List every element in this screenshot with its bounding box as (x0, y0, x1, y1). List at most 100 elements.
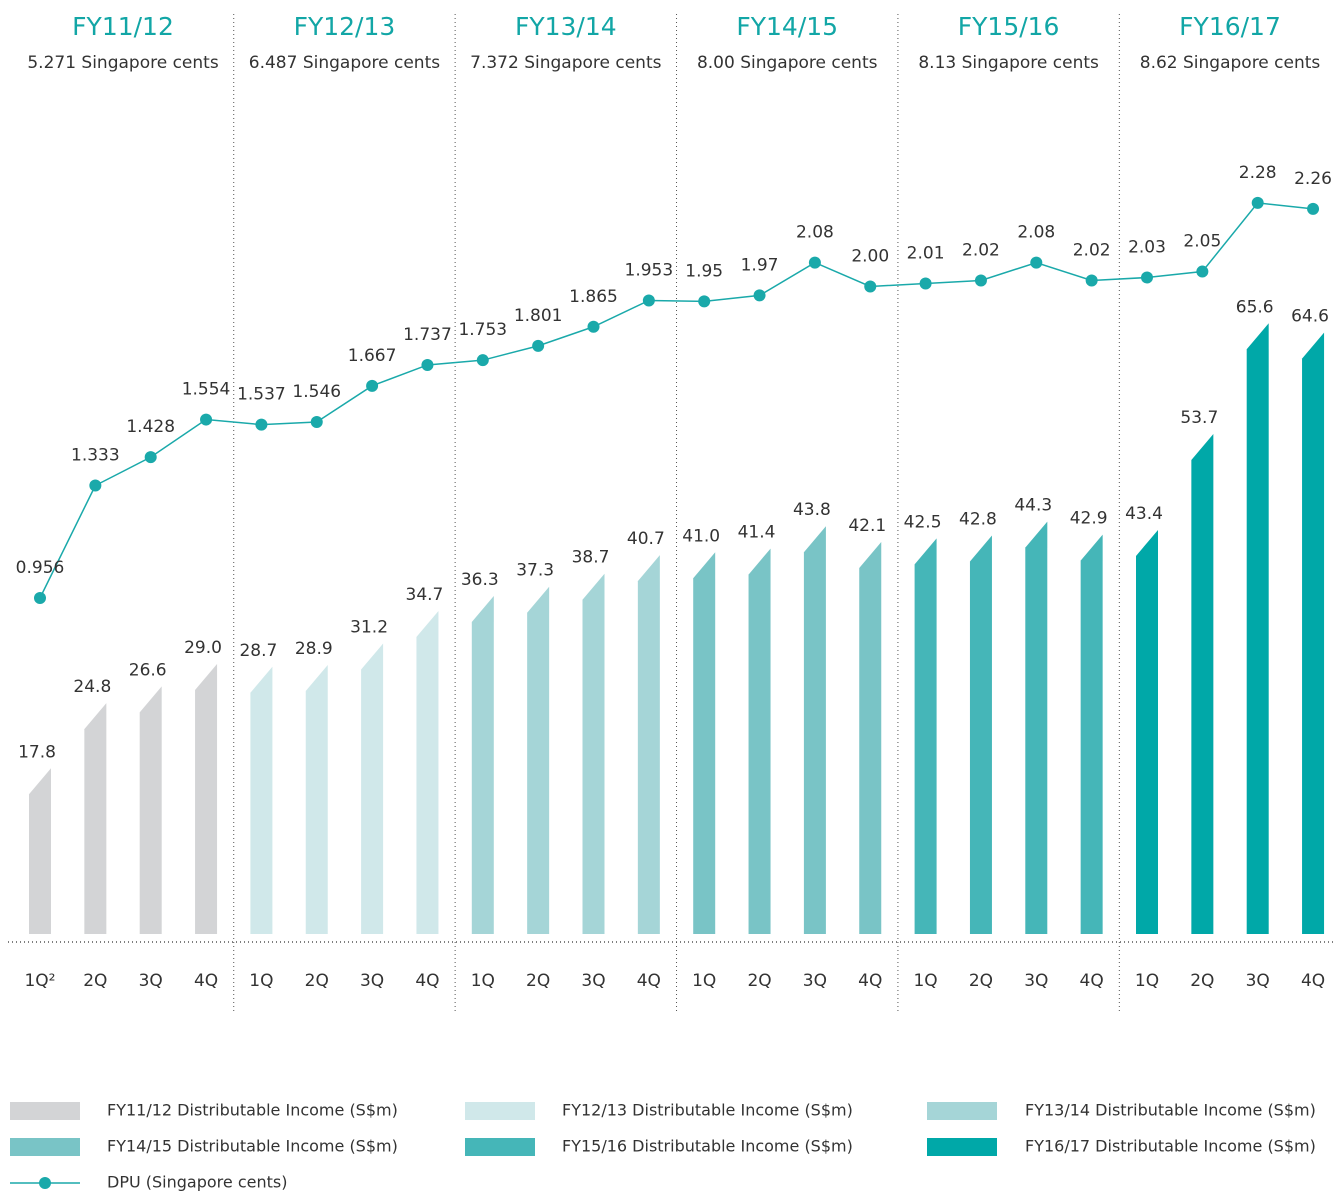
value-label: 34.7 (406, 585, 444, 605)
value-label: 43.4 (1125, 504, 1163, 524)
value-label: 42.8 (959, 510, 997, 530)
value-label: 41.4 (738, 523, 776, 543)
x-tick-label: 3Q (581, 971, 605, 991)
value-label: 2.08 (796, 223, 834, 243)
dpu-point (34, 592, 46, 605)
dpu-point (698, 295, 711, 308)
legend-swatch (465, 1138, 535, 1156)
value-label: 2.03 (1128, 238, 1166, 258)
x-tick-label: 2Q (969, 971, 993, 991)
value-label: 2.08 (1017, 223, 1055, 243)
dpu-point (808, 256, 821, 269)
bar (305, 664, 328, 934)
value-label: 42.1 (848, 516, 886, 536)
bar (1025, 521, 1048, 934)
dpu-point (1196, 265, 1209, 278)
value-label: 1.865 (569, 287, 618, 307)
bar (1302, 332, 1325, 935)
value-label: 24.8 (73, 677, 111, 697)
value-label: 1.97 (741, 255, 779, 275)
dpu-point (532, 339, 545, 352)
group-title: FY13/14 (515, 12, 617, 41)
value-label: 53.7 (1180, 408, 1218, 428)
value-label: 44.3 (1014, 496, 1052, 516)
x-tick-label: 2Q (747, 971, 771, 991)
value-label: 2.01 (907, 243, 945, 263)
bar (859, 542, 882, 934)
x-tick-label: 4Q (1301, 971, 1325, 991)
group-subtitle: 7.372 Singapore cents (470, 53, 661, 73)
dpu-line (39, 202, 1314, 599)
value-label: 26.6 (129, 660, 167, 680)
x-tick-label: 1Q (1135, 971, 1159, 991)
x-tick-label: 1Q (249, 971, 273, 991)
value-label: 2.26 (1294, 169, 1332, 189)
legend-label: FY15/16 Distributable Income (S$m) (562, 1137, 853, 1156)
bar (803, 526, 826, 934)
dpu-point (919, 277, 932, 290)
dpu-point (366, 379, 379, 392)
bar (361, 643, 384, 934)
x-tick-label: 4Q (415, 971, 439, 991)
x-tick-label: 4Q (858, 971, 882, 991)
bar (748, 548, 771, 934)
bar (637, 555, 660, 934)
value-label: 42.5 (904, 512, 942, 532)
value-label: 43.8 (793, 500, 831, 520)
value-label: 28.9 (295, 639, 333, 659)
x-tick-label: 3Q (1024, 971, 1048, 991)
group-subtitle: 8.62 Singapore cents (1140, 53, 1321, 73)
bar (195, 664, 218, 934)
value-label: 28.7 (239, 641, 277, 661)
legend-label: FY13/14 Distributable Income (S$m) (1025, 1101, 1316, 1120)
value-label: 0.956 (16, 558, 65, 578)
legend-label: FY11/12 Distributable Income (S$m) (107, 1101, 398, 1120)
dpu-point (310, 415, 323, 428)
value-label: 1.537 (237, 385, 286, 405)
value-label: 2.02 (1073, 241, 1111, 261)
dpu-point (974, 274, 987, 287)
value-label: 1.667 (348, 346, 397, 366)
dpu-point (642, 294, 655, 307)
x-tick-label: 4Q (1080, 971, 1104, 991)
value-label: 42.9 (1070, 509, 1108, 529)
value-label: 36.3 (461, 570, 499, 590)
bar (139, 686, 162, 934)
legend-label: FY12/13 Distributable Income (S$m) (562, 1101, 853, 1120)
bar (1246, 323, 1269, 934)
legend-label: FY14/15 Distributable Income (S$m) (107, 1137, 398, 1156)
x-tick-label: 2Q (1190, 971, 1214, 991)
value-label: 1.95 (685, 261, 723, 281)
dpu-point (753, 289, 766, 302)
legend-label: FY16/17 Distributable Income (S$m) (1025, 1137, 1316, 1156)
x-tick-label: 4Q (637, 971, 661, 991)
value-label: 1.753 (458, 320, 507, 340)
legend-swatch (10, 1102, 80, 1120)
legend-swatch (927, 1102, 997, 1120)
legend-swatch (10, 1138, 80, 1156)
dpu-point (1085, 274, 1098, 287)
value-label: 38.7 (572, 548, 610, 568)
dpu-point (144, 451, 157, 464)
group-title: FY11/12 (72, 12, 174, 41)
x-tick-label: 3Q (1246, 971, 1270, 991)
group-title: FY16/17 (1179, 12, 1281, 41)
group-title: FY14/15 (736, 12, 838, 41)
bar (1191, 434, 1214, 934)
dpu-point (1030, 256, 1043, 269)
group-subtitle: 8.13 Singapore cents (918, 53, 1099, 73)
x-tick-label: 3Q (139, 971, 163, 991)
dpu-point (587, 320, 600, 333)
x-tick-label: 4Q (194, 971, 218, 991)
dpu-point (255, 418, 268, 431)
value-label: 1.554 (182, 380, 231, 400)
value-label: 31.2 (350, 618, 388, 638)
group-subtitle: 5.271 Singapore cents (27, 53, 218, 73)
value-label: 1.333 (71, 446, 120, 466)
x-tick-label: 3Q (360, 971, 384, 991)
value-label: 1.546 (292, 382, 341, 402)
group-title: FY12/13 (294, 12, 396, 41)
x-tick-label: 1Q² (24, 971, 55, 991)
dpu-point (89, 479, 102, 492)
